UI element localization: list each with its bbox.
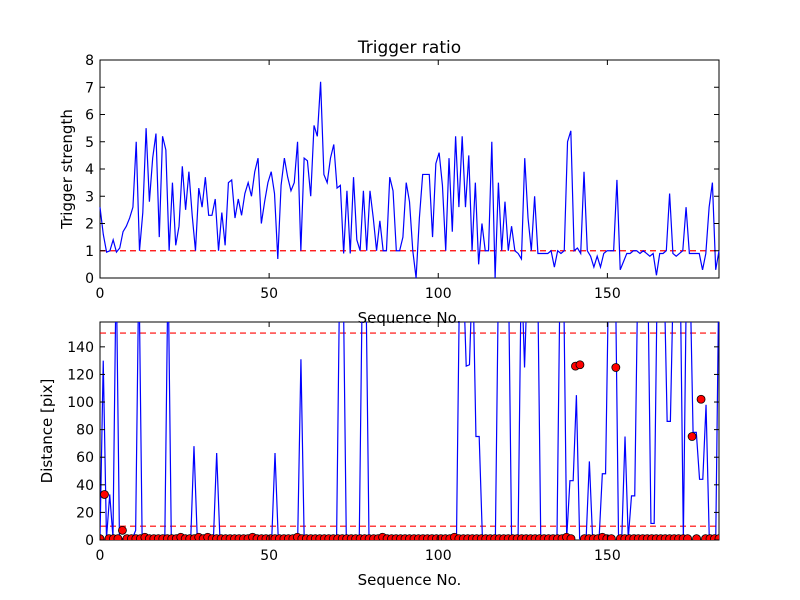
bottom-x-axis-label: Sequence No.	[358, 571, 462, 589]
y-tick-label: 8	[85, 53, 94, 69]
top-ticks: 0 50 100 150 0 1 2 3 4 5 6 7 8	[85, 53, 719, 302]
top-panel: Trigger ratio 0 50 100 150 0 1 2 3 4 5 6 7 8 Sequenc…	[58, 38, 720, 327]
y-tick-label: 5	[85, 135, 94, 151]
marker-point	[696, 394, 706, 404]
y-tick-label: 0	[85, 271, 94, 287]
marker-point	[100, 490, 109, 499]
marker-point	[714, 534, 719, 540]
y-tick-label: 140	[67, 340, 94, 356]
bottom-panel: 0 50 100 150 0 20 40 60 80 100 120 140 Sequence No.…	[38, 321, 720, 589]
marker-point	[566, 534, 576, 540]
y-tick-label: 4	[85, 162, 94, 178]
marker-point	[113, 534, 123, 540]
x-tick-label: 50	[260, 548, 278, 564]
marker-point	[118, 525, 127, 535]
y-tick-label: 3	[85, 189, 94, 205]
y-tick-label: 1	[85, 244, 94, 260]
marker-point	[683, 534, 692, 540]
marker-point	[100, 534, 105, 540]
bottom-y-axis-label: Distance [pix]	[38, 379, 56, 484]
top-chart-title: Trigger ratio	[357, 38, 461, 58]
y-tick-label: 80	[76, 423, 94, 439]
marker-point	[611, 363, 621, 372]
marker-point	[575, 360, 585, 370]
y-tick-label: 120	[67, 367, 94, 383]
x-tick-label: 100	[425, 548, 452, 564]
y-tick-label: 20	[76, 505, 94, 521]
x-tick-label: 50	[260, 286, 278, 302]
top-y-axis-label: Trigger strength	[58, 109, 76, 230]
marker-point	[692, 534, 701, 540]
marker-point	[687, 432, 697, 441]
x-tick-label: 0	[96, 548, 105, 564]
y-tick-label: 40	[76, 478, 94, 494]
x-tick-label: 150	[594, 548, 621, 564]
bottom-ticks: 0 50 100 150 0 20 40 60 80 100 120 140	[67, 322, 719, 564]
top-series-line	[99, 81, 720, 279]
x-tick-label: 150	[594, 286, 621, 302]
x-tick-label: 0	[96, 286, 105, 302]
bottom-markers	[100, 360, 719, 540]
y-tick-label: 0	[85, 533, 94, 549]
y-tick-label: 60	[76, 450, 94, 466]
top-x-axis-label: Sequence No.	[358, 309, 462, 327]
y-tick-label: 2	[85, 217, 94, 233]
x-tick-label: 100	[425, 286, 452, 302]
y-tick-label: 7	[85, 80, 94, 96]
y-tick-label: 100	[67, 395, 94, 411]
y-tick-label: 6	[85, 108, 94, 124]
